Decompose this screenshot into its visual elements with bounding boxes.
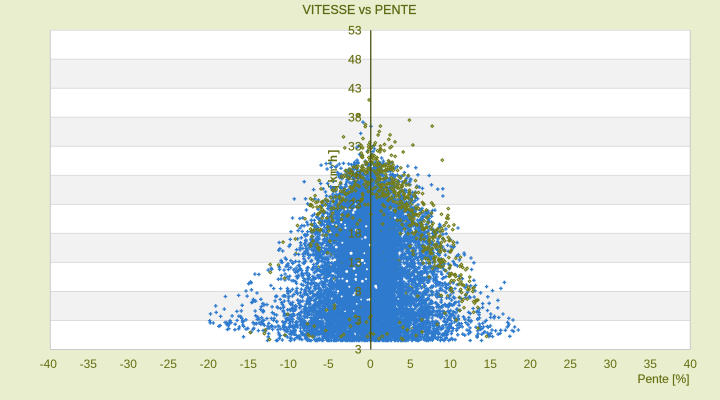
svg-text:-25: -25 <box>160 357 178 371</box>
svg-text:23: 23 <box>348 197 362 211</box>
svg-text:15: 15 <box>484 357 498 371</box>
svg-text:-5: -5 <box>323 357 334 371</box>
svg-text:35: 35 <box>644 357 658 371</box>
svg-text:40: 40 <box>684 357 698 371</box>
svg-text:-40: -40 <box>40 357 58 371</box>
svg-text:10: 10 <box>444 357 458 371</box>
svg-text:-10: -10 <box>280 357 298 371</box>
svg-text:-30: -30 <box>120 357 138 371</box>
svg-text:VITESSE vs PENTE: VITESSE vs PENTE <box>303 3 417 17</box>
svg-text:48: 48 <box>348 52 362 66</box>
svg-text:3: 3 <box>355 343 362 357</box>
svg-text:-35: -35 <box>80 357 98 371</box>
svg-text:43: 43 <box>348 81 362 95</box>
svg-text:Pente [%]: Pente [%] <box>637 372 689 386</box>
svg-text:25: 25 <box>564 357 578 371</box>
svg-text:30: 30 <box>604 357 618 371</box>
svg-text:5: 5 <box>407 357 414 371</box>
svg-text:33: 33 <box>348 139 362 153</box>
svg-text:18: 18 <box>348 226 362 240</box>
svg-text:53: 53 <box>348 23 362 37</box>
svg-text:0: 0 <box>367 357 374 371</box>
svg-text:38: 38 <box>348 110 362 124</box>
svg-text:-15: -15 <box>240 357 258 371</box>
svg-text:-20: -20 <box>200 357 218 371</box>
svg-text:3: 3 <box>355 314 362 328</box>
svg-text:28: 28 <box>348 168 362 182</box>
svg-text:8: 8 <box>355 285 362 299</box>
svg-text:20: 20 <box>524 357 538 371</box>
svg-text:13: 13 <box>348 256 362 270</box>
